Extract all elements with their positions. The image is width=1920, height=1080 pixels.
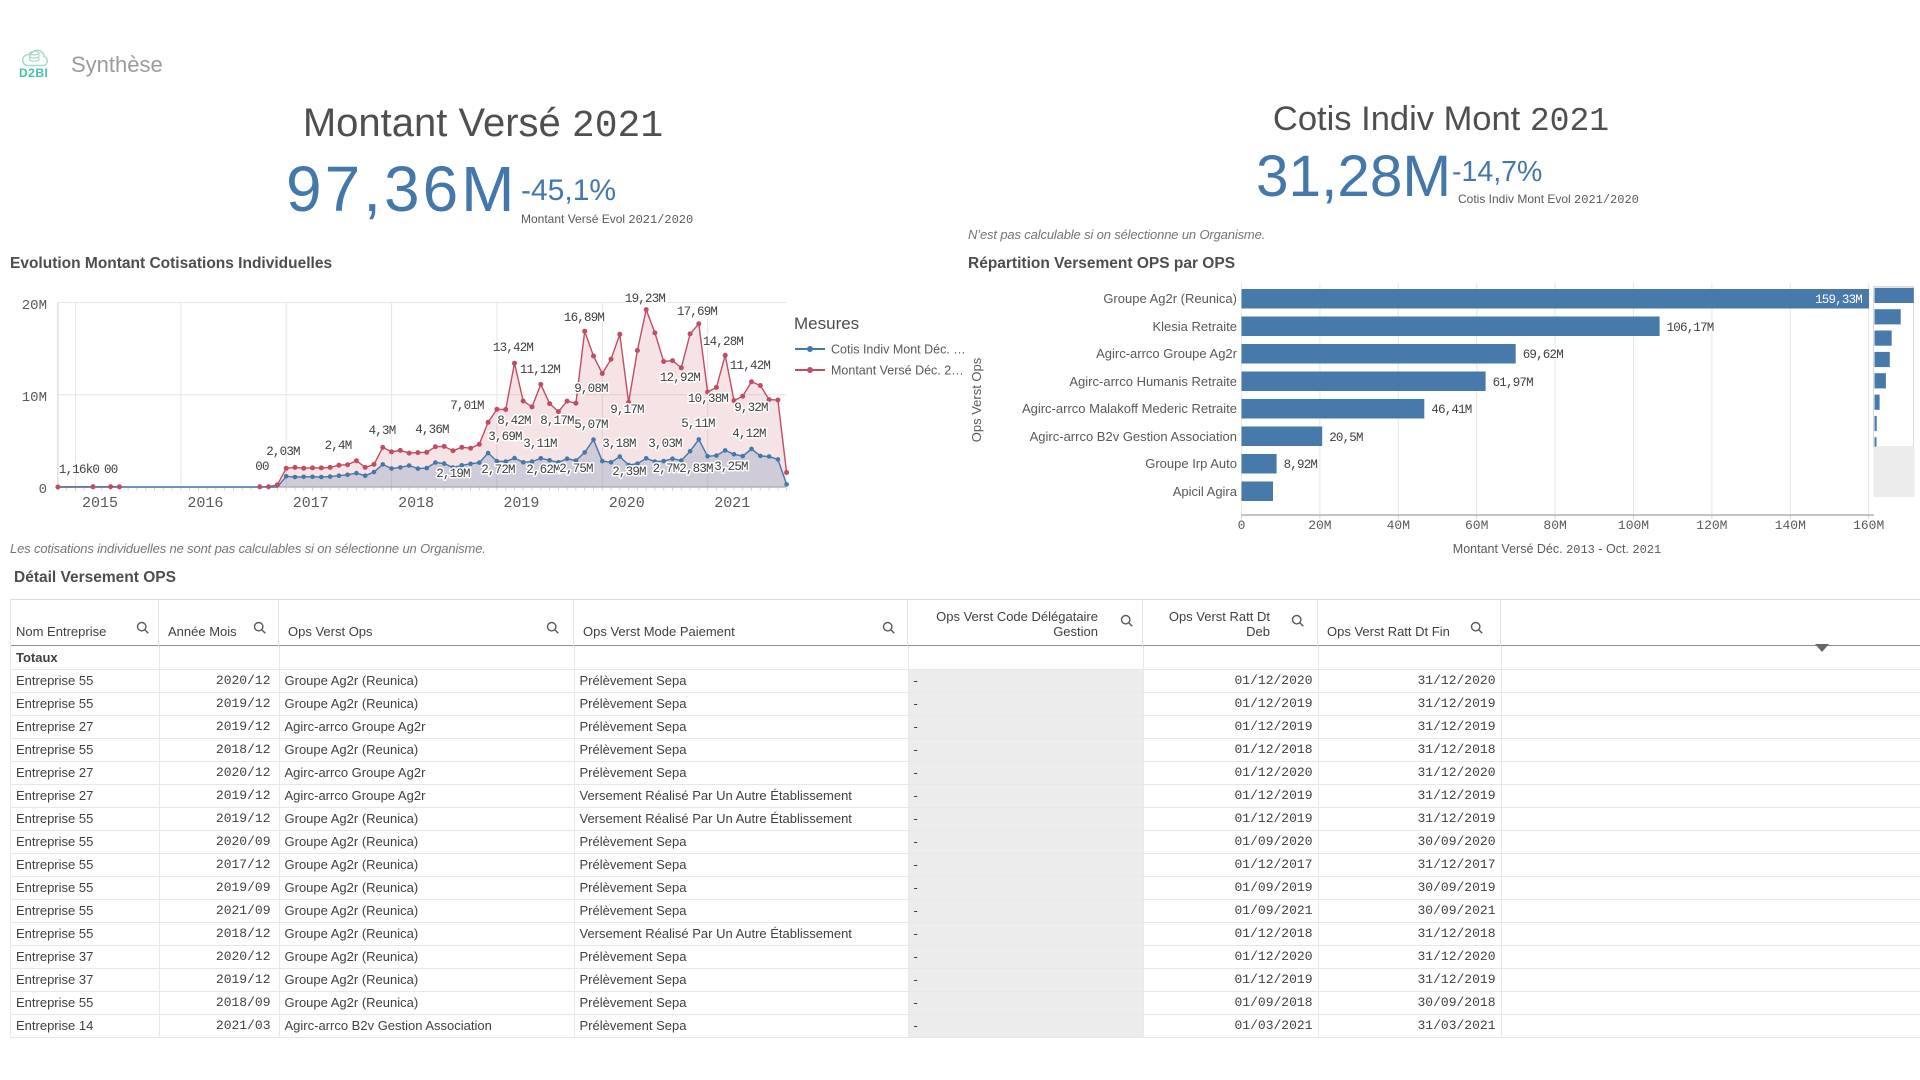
svg-text:Groupe Irp Auto: Groupe Irp Auto [1145,456,1237,471]
svg-text:20,5M: 20,5M [1329,431,1363,445]
svg-text:00: 00 [104,463,118,477]
svg-text:1,16k0: 1,16k0 [59,463,100,477]
svg-text:160M: 160M [1853,518,1884,533]
svg-text:80M: 80M [1543,518,1566,533]
svg-text:3,11M: 3,11M [523,437,557,451]
svg-text:2016: 2016 [187,495,223,512]
svg-text:Cotis Indiv Mont Déc. …: Cotis Indiv Mont Déc. … [831,343,966,357]
svg-text:11,12M: 11,12M [520,363,561,377]
svg-text:159,33M: 159,33M [1815,293,1862,307]
svg-text:Agirc-arrco Humanis Retraite: Agirc-arrco Humanis Retraite [1069,374,1237,389]
svg-text:106,17M: 106,17M [1667,321,1714,335]
svg-text:10,38M: 10,38M [688,392,729,406]
svg-text:2,03M: 2,03M [266,445,300,459]
svg-text:Groupe Ag2r (Reunica): Groupe Ag2r (Reunica) [1103,291,1237,306]
svg-text:Apicil Agira: Apicil Agira [1173,484,1238,499]
svg-text:0: 0 [39,482,47,498]
svg-text:17,69M: 17,69M [677,305,718,319]
svg-text:20M: 20M [1308,518,1331,533]
svg-text:5,07M: 5,07M [574,418,608,432]
svg-text:2020: 2020 [609,495,645,512]
svg-text:5,11M: 5,11M [681,417,715,431]
svg-text:10M: 10M [22,390,47,406]
svg-text:Ops Verst Ops: Ops Verst Ops [969,357,984,442]
svg-text:2,75M: 2,75M [559,462,593,476]
svg-text:2015: 2015 [82,495,118,512]
svg-text:40M: 40M [1387,518,1410,533]
svg-text:4,36M: 4,36M [415,423,449,437]
svg-text:12,92M: 12,92M [660,371,701,385]
svg-text:7,01M: 7,01M [450,399,484,413]
svg-text:0: 0 [1238,518,1246,533]
svg-text:4,12M: 4,12M [732,427,766,441]
svg-text:20M: 20M [22,298,47,314]
svg-text:100M: 100M [1618,518,1649,533]
svg-text:61,97M: 61,97M [1493,376,1534,390]
svg-text:120M: 120M [1696,518,1727,533]
svg-text:3,25M: 3,25M [714,460,748,474]
svg-text:9,32M: 9,32M [734,401,768,415]
svg-text:2,39M: 2,39M [612,465,646,479]
svg-text:Agirc-arrco B2v Gestion Associ: Agirc-arrco B2v Gestion Association [1030,429,1237,444]
svg-text:2,83M: 2,83M [679,462,713,476]
svg-text:60M: 60M [1465,518,1488,533]
svg-text:2017: 2017 [293,495,329,512]
svg-text:2019: 2019 [503,495,539,512]
svg-text:2018: 2018 [398,495,434,512]
svg-text:00: 00 [255,460,269,474]
svg-text:46,41M: 46,41M [1431,403,1472,417]
svg-text:Agirc-arrco Groupe Ag2r: Agirc-arrco Groupe Ag2r [1096,346,1238,361]
svg-text:2,7M: 2,7M [653,462,680,476]
svg-text:8,17M: 8,17M [540,414,574,428]
svg-text:9,08M: 9,08M [574,382,608,396]
svg-text:Klesia Retraite: Klesia Retraite [1152,319,1237,334]
svg-text:2,19M: 2,19M [436,467,470,481]
svg-text:2,62M: 2,62M [526,463,560,477]
svg-text:3,03M: 3,03M [648,437,682,451]
svg-text:Agirc-arrco Malakoff Mederic R: Agirc-arrco Malakoff Mederic Retraite [1022,401,1237,416]
svg-text:3,18M: 3,18M [602,437,636,451]
svg-text:13,42M: 13,42M [493,341,534,355]
svg-text:69,62M: 69,62M [1523,348,1564,362]
svg-text:2,4M: 2,4M [325,439,352,453]
svg-text:11,42M: 11,42M [730,359,771,373]
svg-text:16,89M: 16,89M [564,311,605,325]
svg-text:Mesures: Mesures [794,314,859,333]
svg-text:D2BI: D2BI [19,66,48,80]
svg-text:8,92M: 8,92M [1284,458,1318,472]
svg-text:9,17M: 9,17M [610,403,644,417]
svg-text:Montant Versé Déc. 2…: Montant Versé Déc. 2… [831,364,964,378]
svg-text:19,23M: 19,23M [625,292,666,306]
svg-text:8,42M: 8,42M [497,414,531,428]
svg-text:140M: 140M [1775,518,1806,533]
svg-text:3,69M: 3,69M [488,430,522,444]
svg-text:2021: 2021 [714,495,750,512]
svg-text:2,72M: 2,72M [481,463,515,477]
svg-text:Montant Versé Déc. 2013 - Oct.: Montant Versé Déc. 2013 - Oct. 2021 [1453,542,1661,557]
svg-text:14,28M: 14,28M [703,335,744,349]
svg-text:4,3M: 4,3M [369,424,396,438]
